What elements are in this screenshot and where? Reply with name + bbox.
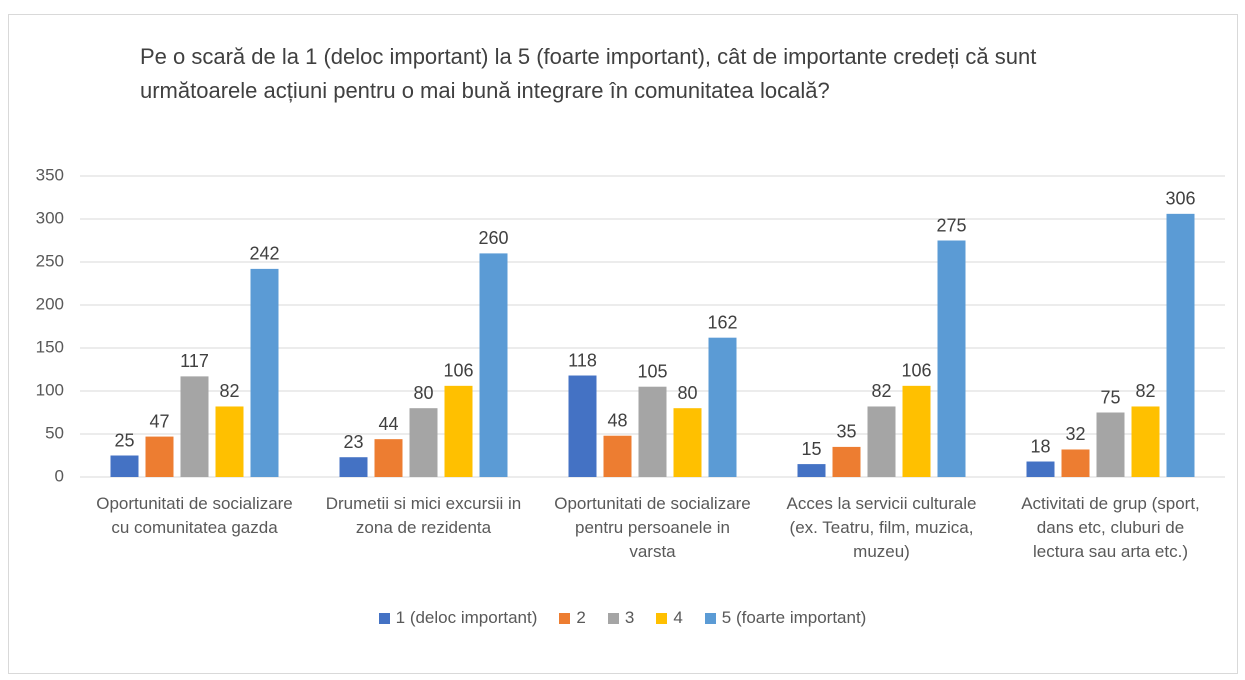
bar [250,268,279,477]
legend-swatch [378,612,390,624]
data-label: 117 [180,351,209,371]
data-label: 260 [478,228,508,248]
bar [409,408,438,477]
bar [673,408,702,477]
bar [374,439,403,477]
data-label: 106 [901,361,931,381]
legend-item: 4 [656,608,683,628]
bar [1061,449,1090,477]
bar [1166,213,1195,477]
bar [867,406,896,477]
bar [568,375,597,477]
bar [215,406,244,477]
data-label: 275 [936,215,966,235]
x-tick-label: Acces la servicii culturale (ex. Teatru,… [786,494,977,561]
y-tick-label: 250 [36,251,64,270]
y-tick-label: 350 [36,165,64,184]
data-label: 15 [801,439,821,459]
legend-swatch [607,612,619,624]
legend-item: 3 [607,608,635,628]
data-label: 80 [677,383,697,403]
data-label: 106 [443,361,473,381]
legend-swatch [656,612,668,624]
x-tick-label: Activitati de grup (sport, dans etc, clu… [1021,494,1200,561]
data-label: 44 [378,414,398,434]
bar [1131,406,1160,477]
y-tick-label: 300 [36,208,64,227]
bar [937,240,966,477]
bar [110,455,139,477]
data-label: 82 [871,381,891,401]
bar [797,464,826,477]
data-label: 82 [219,381,239,401]
legend-item: 5 (foarte important) [704,608,867,628]
x-tick-label: Drumetii si mici excursii in zona de rez… [325,494,522,537]
bar [638,386,667,477]
chart-title: Pe o scară de la 1 (deloc important) la … [140,44,1037,103]
x-tick-label: Oportunitati de socializare pentru perso… [554,494,751,561]
data-label: 32 [1065,424,1085,444]
bar [1026,461,1055,477]
y-tick-label: 100 [36,380,64,399]
data-label: 306 [1165,189,1195,209]
data-label: 80 [413,383,433,403]
bar [145,436,174,477]
legend: 1 (deloc important) 2 3 4 5 (foarte importan… [0,608,1245,628]
bar [444,385,473,477]
data-label: 82 [1135,381,1155,401]
y-tick-label: 50 [45,423,64,442]
y-tick-label: 0 [55,466,64,485]
legend-label: 3 [624,608,635,627]
data-label: 48 [607,410,627,430]
legend-label: 5 (foarte important) [721,608,867,627]
legend-label: 2 [576,608,586,627]
legend-label: 4 [673,608,683,627]
data-label: 18 [1030,436,1050,456]
legend-swatch [704,612,716,624]
data-label: 162 [707,312,737,332]
legend-item: 1 (deloc important) [378,608,538,628]
y-tick-label: 200 [36,294,64,313]
data-label: 35 [836,422,856,442]
bar [339,457,368,477]
y-tick-label: 150 [36,337,64,356]
legend-swatch [559,612,571,624]
chart-frame [8,14,1238,674]
data-label: 23 [343,432,363,452]
bar [1096,412,1125,477]
data-label: 118 [568,350,597,370]
bar [902,385,931,477]
bar [180,376,209,477]
legend-label: 1 (deloc important) [395,608,538,627]
bar [708,337,737,477]
data-label: 105 [637,361,667,381]
bar [603,435,632,477]
data-label: 47 [149,411,169,431]
data-label: 25 [114,430,134,450]
data-label: 242 [249,244,279,264]
bar [832,446,861,477]
legend-item: 2 [559,608,586,628]
data-label: 75 [1100,387,1120,407]
x-tick-label: Oportunitati de socializare cu comunitat… [96,494,293,537]
bar [479,253,508,477]
